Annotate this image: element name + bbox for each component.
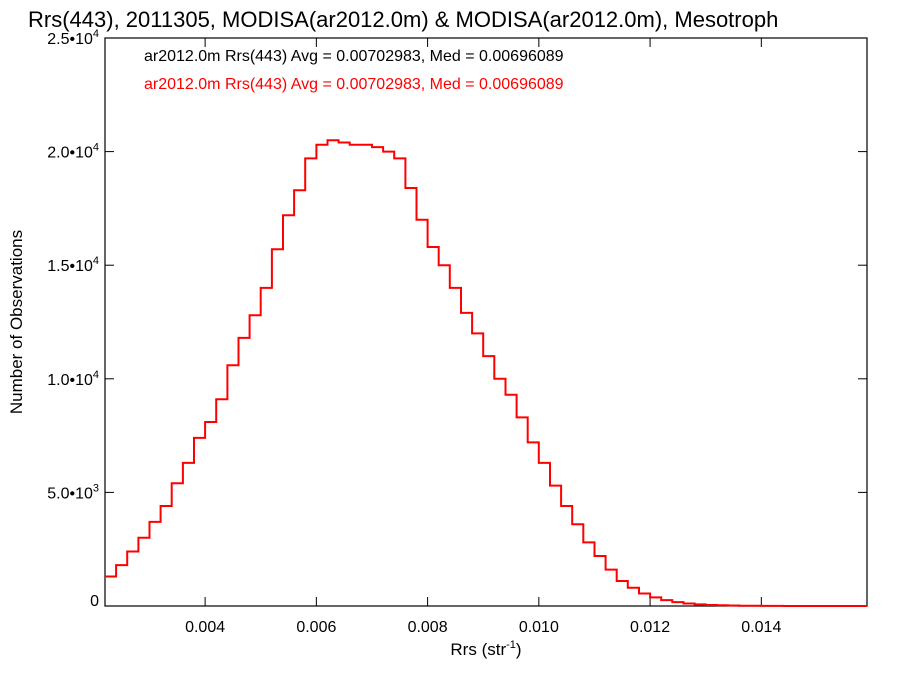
legend: ar2012.0m Rrs(443) Avg = 0.00702983, Med…: [144, 48, 564, 93]
x-tick-label: 0.006: [296, 619, 336, 636]
y-tick-mantissa: 0: [90, 593, 99, 610]
y-tick-exponent: 3: [93, 482, 99, 494]
y-tick-label: 2.0•104: [47, 142, 99, 162]
chart-title: Rrs(443), 2011305, MODISA(ar2012.0m) & M…: [28, 7, 778, 32]
x-tick-label: 0.004: [185, 619, 225, 636]
x-axis-label: Rrs (str-1): [450, 639, 521, 659]
y-tick-mantissa: 1.5•10: [47, 258, 93, 275]
y-tick-exponent: 4: [93, 369, 99, 381]
y-tick-exponent: 4: [93, 28, 99, 40]
y-tick-label: 5.0•103: [47, 482, 99, 502]
x-tick-label: 0.014: [741, 619, 781, 636]
y-axis-label: Number of Observations: [7, 230, 26, 414]
y-tick-exponent: 4: [93, 142, 99, 154]
y-tick-exponent: 4: [93, 255, 99, 267]
y-tick-label: 2.5•104: [47, 28, 99, 48]
y-tick-label: 1.5•104: [47, 255, 99, 275]
y-tick-mantissa: 2.5•10: [47, 31, 93, 48]
series-line-histogram: [105, 139, 867, 607]
y-tick-mantissa: 5.0•10: [47, 485, 93, 502]
y-tick-mantissa: 1.0•10: [47, 372, 93, 389]
x-tick-label: 0.010: [519, 619, 559, 636]
x-tick-label: 0.012: [630, 619, 670, 636]
plot-frame: [104, 37, 868, 607]
x-axis-ticks: 0.004 0.006 0.008 0.010 0.012 0.014: [185, 38, 781, 636]
legend-entry: ar2012.0m Rrs(443) Avg = 0.00702983, Med…: [144, 48, 564, 65]
y-tick-label: 1.0•104: [47, 369, 99, 389]
y-tick-label: 0: [90, 593, 99, 610]
legend-entry: ar2012.0m Rrs(443) Avg = 0.00702983, Med…: [144, 76, 564, 93]
x-tick-label: 0.008: [408, 619, 448, 636]
y-tick-mantissa: 2.0•10: [47, 145, 93, 162]
